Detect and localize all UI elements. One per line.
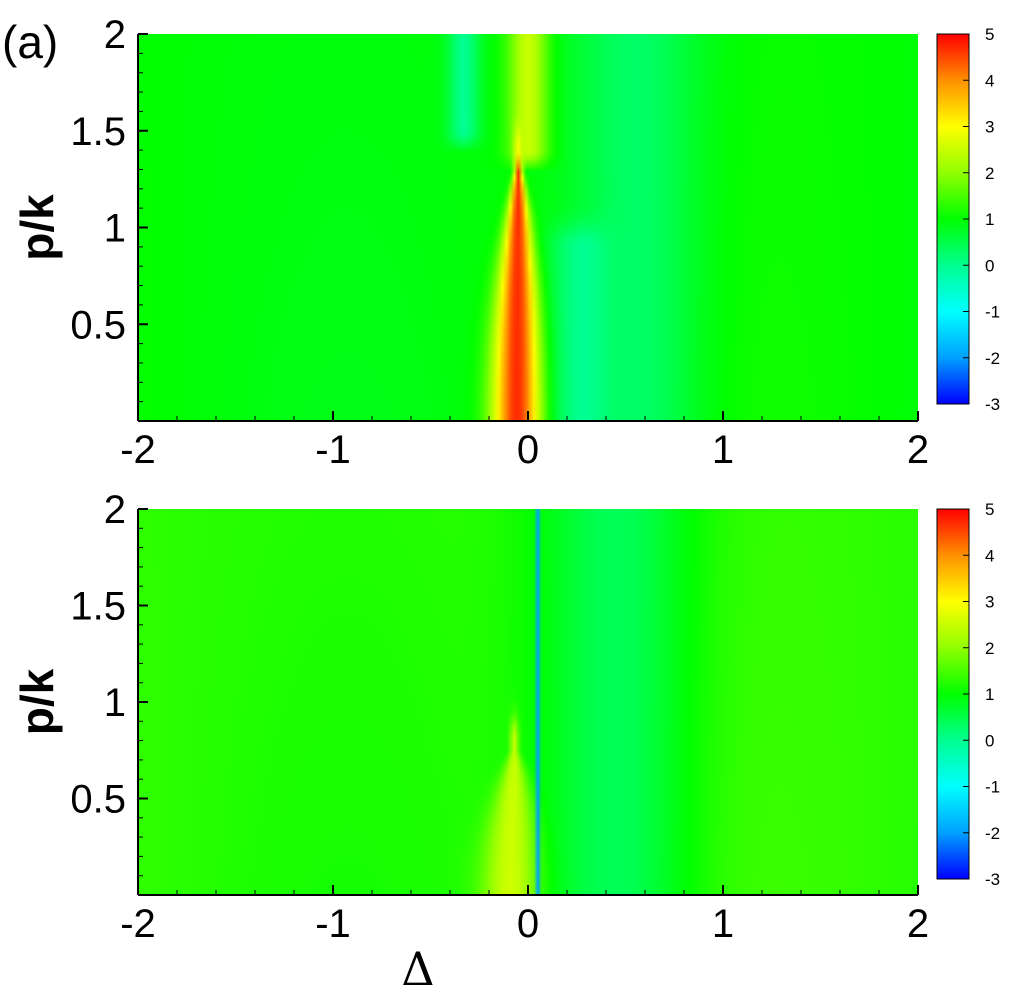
- y-tick-label: 2: [104, 488, 126, 532]
- heatmap-image: [138, 509, 918, 895]
- colorbar-tick-label: 1: [985, 685, 994, 704]
- y-axis-label: p/k: [11, 194, 63, 261]
- colorbar-tick-label: 2: [985, 164, 994, 183]
- y-tick-label: 1: [104, 207, 126, 251]
- colorbar-tick-label: 5: [985, 500, 994, 519]
- y-tick-label: 0.5: [70, 303, 126, 347]
- heatmap-panel-2: -2 -1 0 1 2 0.5 1 1.5 2 p/k Δ 5 4 3 2 1 0 -1 -2 -3: [11, 488, 1000, 992]
- x-tick-label: -1: [315, 902, 351, 946]
- x-tick-label: 2: [907, 902, 929, 946]
- heatmap-panel-1: -2 -1 0 1 2 0.5 1 1.5 2 p/k (a) 5 4 3 2 1 0 -1 -2 -3: [2, 13, 1000, 472]
- colorbar-tick-label: 1: [985, 210, 994, 229]
- y-tick-label: 1: [104, 681, 126, 725]
- x-tick-label: -1: [315, 428, 351, 472]
- colorbar-tick-label: 5: [985, 25, 994, 44]
- colorbar-tick-label: 0: [985, 256, 994, 275]
- y-tick-label: 0.5: [70, 778, 126, 822]
- x-tick-label: -2: [120, 902, 156, 946]
- y-axis-label: p/k: [11, 668, 63, 735]
- colorbar-tick-label: 2: [985, 639, 994, 658]
- colorbar-tick-label: -1: [985, 778, 1000, 797]
- x-tick-label: 2: [907, 428, 929, 472]
- x-tick-label: -2: [120, 428, 156, 472]
- colorbar-tick-label: -3: [985, 395, 1000, 414]
- panel-label: (a): [2, 16, 58, 68]
- colorbar-tick-label: -3: [985, 870, 1000, 889]
- colorbar-tick-label: 0: [985, 731, 994, 750]
- colorbar-tick-label: -1: [985, 303, 1000, 322]
- heatmap-image: [138, 34, 918, 421]
- colorbar-tick-label: 4: [985, 71, 994, 90]
- x-tick-label: 0: [517, 902, 539, 946]
- x-tick-label: 1: [712, 902, 734, 946]
- x-tick-label: 1: [712, 428, 734, 472]
- x-tick-label: 0: [517, 428, 539, 472]
- x-axis-label: Δ: [401, 942, 434, 992]
- y-tick-label: 2: [104, 13, 126, 57]
- y-tick-label: 1.5: [70, 585, 126, 629]
- colorbar-tick-label: -2: [985, 824, 1000, 843]
- colorbar-tick-label: -2: [985, 349, 1000, 368]
- colorbar-tick-label: 3: [985, 118, 994, 137]
- colorbar-tick-label: 3: [985, 593, 994, 612]
- y-tick-label: 1.5: [70, 110, 126, 154]
- colorbar-tick-label: 4: [985, 546, 994, 565]
